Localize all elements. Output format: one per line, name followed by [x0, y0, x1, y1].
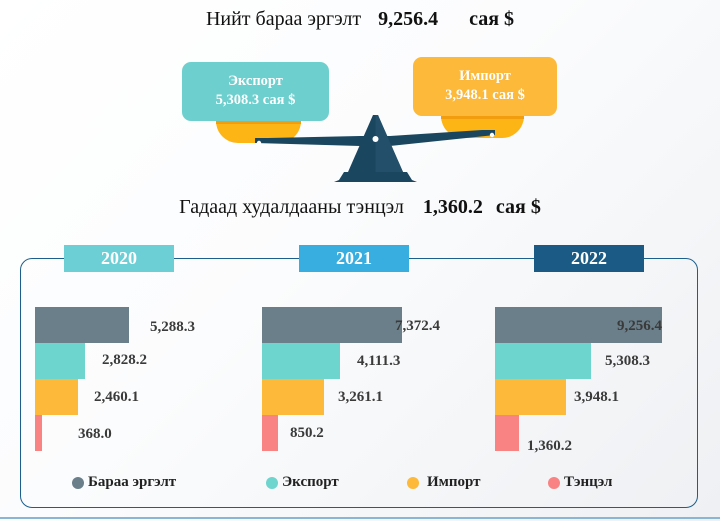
legend-item-export: Экспорт [266, 474, 339, 491]
value-2020-balance: 368.0 [78, 426, 112, 442]
value-2021-balance: 850.2 [290, 425, 324, 441]
yearly-chart-panel [20, 258, 698, 508]
bottom-divider [0, 517, 720, 519]
year-tab-2021: 2021 [299, 245, 409, 272]
value-2022-balance: 1,360.2 [527, 438, 572, 454]
balance-scale-icon [255, 115, 495, 182]
bar-2020-export [35, 343, 85, 379]
value-2020-import: 2,460.1 [94, 389, 139, 405]
import-callout: Импорт 3,948.1 сая $ [413, 57, 557, 116]
bar-2021-turnover [262, 307, 402, 343]
export-callout-value: 5,308.3 сая $ [215, 92, 296, 108]
value-2021-export: 4,111.3 [357, 353, 401, 369]
bar-2021-balance [262, 415, 278, 451]
legend-label-export: Экспорт [282, 474, 339, 490]
bar-2022-balance [495, 415, 519, 451]
bar-2022-export [495, 343, 591, 379]
legend-item-turnover: Бараа эргэлт [72, 474, 176, 491]
bar-2020-turnover [35, 307, 129, 343]
bar-2020-balance [35, 415, 42, 451]
trade-balance-value: 1,360.2 [422, 196, 483, 218]
value-2022-turnover: 9,256.4 [617, 318, 662, 334]
export-callout-label: Экспорт [228, 73, 283, 89]
legend-label-turnover: Бараа эргэлт [88, 474, 177, 490]
total-trade-headline: Нийт бараа эргэлт 9,256.4 сая $ [0, 8, 720, 31]
legend-item-import: Импорт [407, 474, 481, 491]
legend-item-balance: Тэнцэл [548, 474, 612, 491]
trade-balance-label: Гадаад худалдааны тэнцэл [179, 196, 404, 218]
year-tab-2020: 2020 [64, 245, 174, 272]
bar-2022-turnover [495, 307, 662, 343]
trade-balance-headline: Гадаад худалдааны тэнцэл 1,360.2 сая $ [0, 196, 720, 219]
bar-2021-export [262, 343, 340, 379]
total-trade-unit: сая $ [469, 8, 515, 30]
total-trade-label: Нийт бараа эргэлт [205, 8, 362, 30]
value-2020-turnover: 5,288.3 [150, 319, 195, 335]
value-2020-export: 2,828.2 [102, 352, 147, 368]
export-callout: Экспорт 5,308.3 сая $ [182, 62, 329, 121]
legend-dot-import-icon [407, 476, 419, 489]
bar-2022-import [495, 379, 566, 415]
import-callout-value: 3,948.1 сая $ [445, 87, 525, 103]
value-2021-turnover: 7,372.4 [395, 318, 440, 334]
value-2021-import: 3,261.1 [338, 389, 383, 405]
value-2022-import: 3,948.1 [574, 389, 619, 405]
import-callout-label: Импорт [459, 68, 511, 84]
legend-dot-balance-icon [548, 476, 560, 489]
legend-label-balance: Тэнцэл [564, 474, 613, 490]
export-scale-pan [216, 121, 301, 143]
trade-balance-unit: сая $ [495, 196, 541, 218]
value-2022-export: 5,308.3 [605, 353, 650, 369]
legend-label-import: Импорт [427, 474, 481, 490]
bar-2021-import [262, 379, 324, 415]
year-tab-2022: 2022 [534, 245, 644, 272]
legend-dot-turnover-icon [72, 476, 84, 489]
total-trade-value: 9,256.4 [378, 8, 439, 30]
legend-dot-export-icon [266, 476, 278, 489]
bar-2020-import [35, 379, 78, 415]
